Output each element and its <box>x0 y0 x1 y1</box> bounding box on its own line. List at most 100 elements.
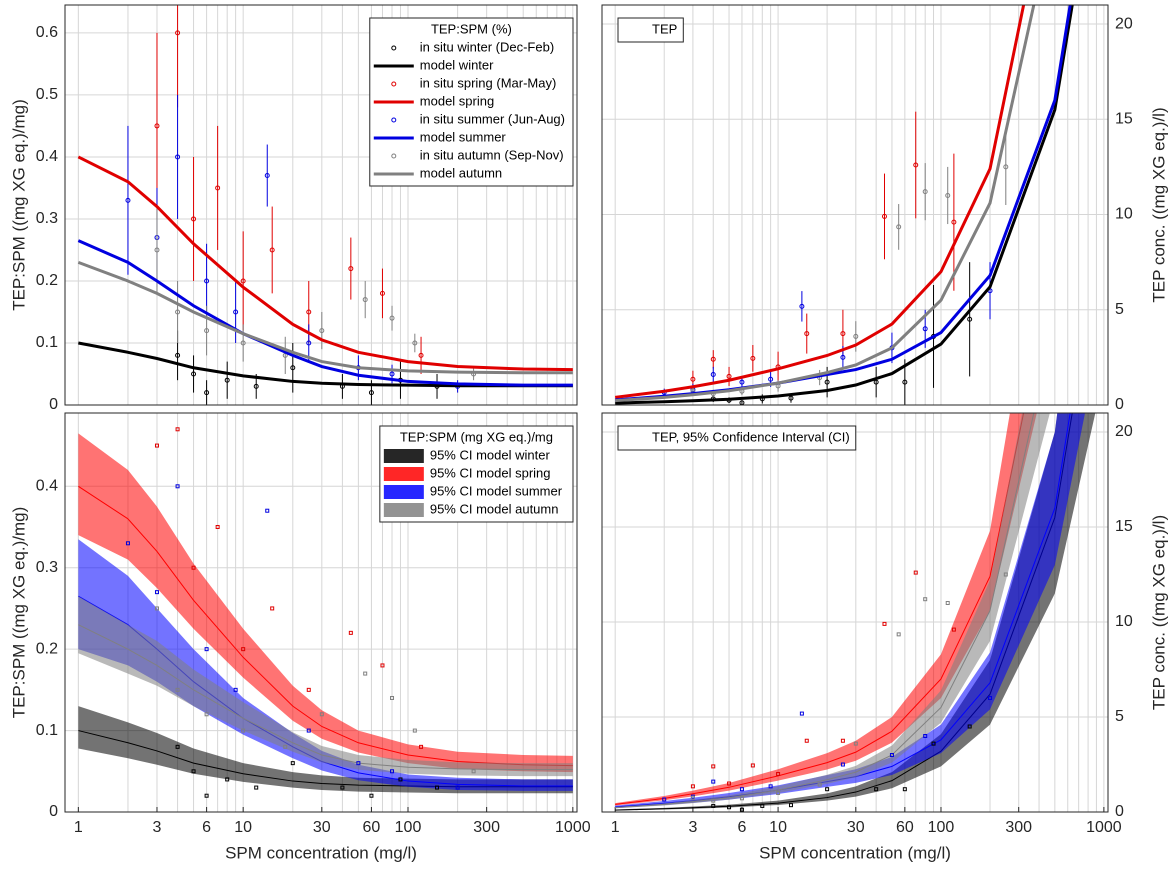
x-tick-label: 6 <box>737 819 746 836</box>
legend: TEP:SPM (%) in situ winter (Dec-Feb) model… <box>369 17 574 187</box>
data-point <box>945 192 951 198</box>
data-point <box>233 309 239 315</box>
model-line <box>615 5 1074 405</box>
data-point <box>776 772 781 776</box>
y-tick-label: 15 <box>1115 111 1133 128</box>
legend-label: 95% CI model spring <box>430 465 551 480</box>
data-point <box>788 803 793 808</box>
data-point <box>913 570 918 575</box>
data-point <box>788 395 794 401</box>
data-point <box>967 724 972 729</box>
data-point <box>225 777 230 782</box>
data-point <box>363 671 368 676</box>
data-point <box>804 738 809 743</box>
data-point <box>125 197 131 203</box>
data-point <box>154 606 159 611</box>
plot-frame <box>601 412 1109 813</box>
data-point <box>191 565 196 570</box>
x-tick-label: 1000 <box>555 819 591 836</box>
data-point <box>175 427 180 432</box>
data-point <box>750 763 755 768</box>
data-point <box>1003 164 1009 170</box>
data-point <box>419 744 424 749</box>
y-tick-label: 20 <box>1115 15 1133 32</box>
data-point <box>922 326 928 332</box>
data-point <box>825 787 830 792</box>
data-point <box>270 606 275 611</box>
data-point <box>175 687 180 692</box>
data-point <box>175 154 181 160</box>
data-point <box>175 352 181 358</box>
data-point <box>306 687 311 692</box>
y-axis-label: TEP conc. ((mg XG eq.)/l) <box>1149 515 1168 710</box>
data-point <box>191 216 197 222</box>
model-line <box>77 155 573 372</box>
legend-label: model summer <box>420 129 507 144</box>
data-point <box>923 597 928 602</box>
legend-title: TEP, 95% Confidence Interval (CI) <box>652 429 850 444</box>
x-tick-label: 300 <box>473 819 500 836</box>
plot-frame <box>601 4 1109 406</box>
legend-title: TEP <box>652 21 677 36</box>
data-point <box>319 712 324 717</box>
data-point <box>840 331 846 337</box>
y-tick-label: 0 <box>49 396 58 413</box>
data-point <box>951 219 957 225</box>
data-point <box>455 785 460 790</box>
data-point <box>711 764 716 769</box>
data-point <box>690 376 696 382</box>
legend-label: in situ winter (Dec-Feb) <box>420 39 554 54</box>
data-point <box>204 278 210 284</box>
data-point <box>690 784 695 789</box>
y-tick-label: 0.4 <box>36 478 58 495</box>
x-tick-label: 30 <box>847 819 865 836</box>
data-point <box>215 185 221 191</box>
data-point <box>269 247 275 253</box>
data-point <box>853 333 859 339</box>
data-point <box>824 379 830 385</box>
data-point <box>175 484 180 489</box>
data-point <box>768 784 773 789</box>
plot-content <box>77 5 573 405</box>
data-point <box>711 779 716 784</box>
data-point <box>739 379 745 385</box>
model-line <box>615 413 1035 809</box>
ci-band <box>78 706 573 794</box>
data-point <box>902 379 908 385</box>
y-tick-label: 0 <box>1115 803 1124 820</box>
data-point <box>776 791 781 795</box>
data-point <box>348 630 353 635</box>
data-point <box>224 377 230 383</box>
data-point <box>739 787 744 792</box>
x-tick-label: 10 <box>234 819 252 836</box>
ci-band <box>78 433 573 773</box>
data-point <box>418 352 424 358</box>
data-point <box>804 331 810 337</box>
data-point <box>799 303 805 309</box>
legend-box <box>617 425 857 451</box>
y-tick-label: 0.1 <box>36 334 58 351</box>
y-tick-label: 0.5 <box>36 86 58 103</box>
data-point <box>750 355 756 361</box>
data-point <box>204 328 210 334</box>
data-point <box>362 297 368 303</box>
data-point <box>727 781 732 786</box>
legend-swatch <box>383 449 424 463</box>
y-tick-label: 0.3 <box>36 559 58 576</box>
x-tick-label: 30 <box>313 819 331 836</box>
data-point <box>191 371 197 377</box>
data-point <box>389 371 395 377</box>
data-point <box>896 632 901 637</box>
y-tick-label: 20 <box>1115 423 1133 440</box>
x-tick-label: 3 <box>153 819 162 836</box>
x-tick-label: 1 <box>611 819 620 836</box>
legend-swatch <box>383 467 424 481</box>
data-point <box>253 383 259 389</box>
data-point <box>356 761 361 766</box>
data-point <box>233 687 238 692</box>
legend-label: 95% CI model summer <box>430 483 563 498</box>
data-point <box>951 627 956 632</box>
data-point <box>873 379 879 385</box>
data-point <box>739 807 744 812</box>
